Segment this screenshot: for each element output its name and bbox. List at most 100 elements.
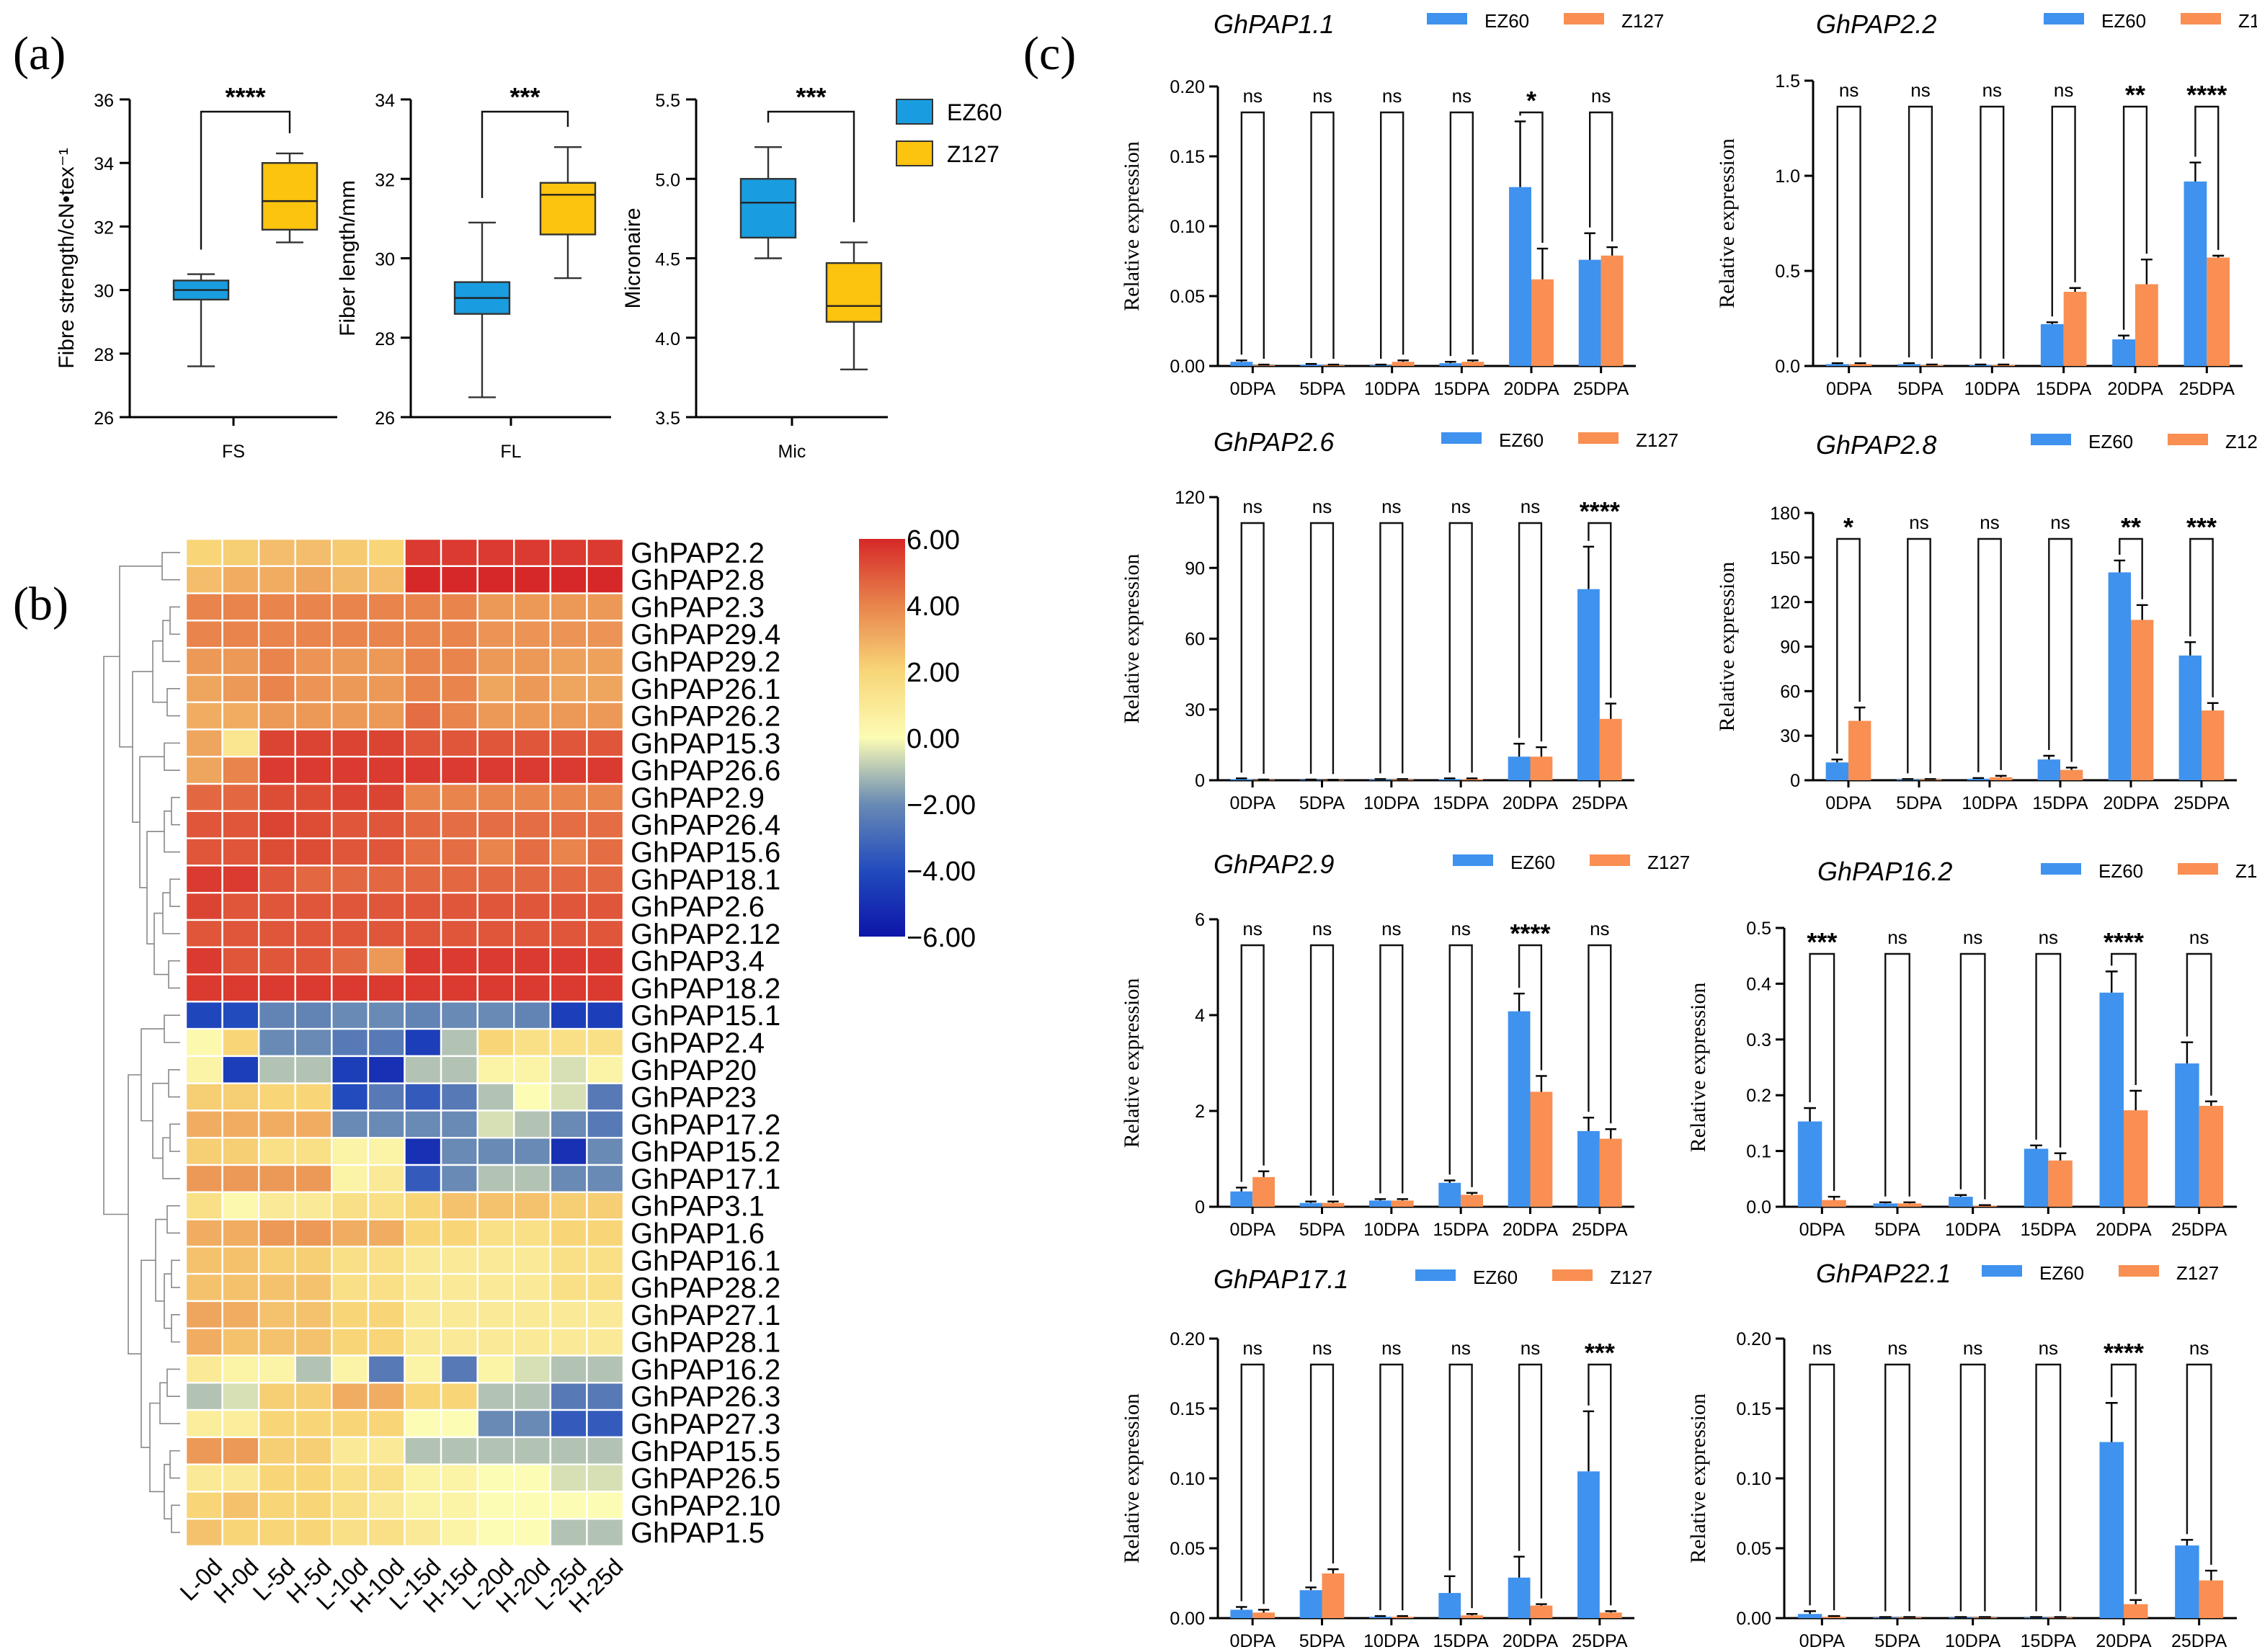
legend-swatch-ez60	[1415, 1269, 1456, 1281]
x-tick-label: 20DPA	[1503, 1220, 1559, 1240]
heatmap-cell	[184, 1109, 223, 1139]
heatmap-row-label: GhPAP2.10	[631, 1490, 780, 1522]
significance-label: ns	[2039, 927, 2058, 948]
bar-ez60	[1578, 259, 1601, 366]
heatmap-cell	[404, 728, 442, 758]
heatmap-cell	[257, 891, 296, 921]
y-tick-label: 6	[1195, 910, 1205, 930]
heatmap-cell	[404, 674, 442, 703]
heatmap-cell	[331, 1436, 370, 1465]
bar-group-10dpa: 10DPA ns	[1363, 496, 1420, 813]
y-axis-label: Fibre strength/cN•tex⁻¹	[55, 148, 79, 368]
heatmap-cell	[257, 782, 296, 813]
heatmap-cell	[513, 565, 552, 594]
heatmap-cell	[367, 946, 406, 975]
significance-label: ***	[509, 82, 540, 112]
heatmap-cell	[440, 1463, 478, 1493]
y-tick-label: 0	[1195, 771, 1205, 791]
bar-group-10dpa: 10DPA ns	[1962, 512, 2018, 813]
heatmap-cell	[331, 973, 370, 1003]
y-tick-label: 60	[1780, 682, 1800, 702]
heatmap-cell	[404, 1218, 442, 1248]
significance-label: ****	[1510, 919, 1550, 948]
heatmap-cell	[549, 865, 588, 894]
heatmap-cell	[184, 946, 223, 975]
heatmap-cell	[257, 1300, 296, 1329]
significance-label: ns	[2039, 1337, 2058, 1359]
heatmap-cell	[294, 1137, 333, 1166]
bar-group-5dpa: 5DPA ns	[1873, 1337, 1922, 1651]
x-tick-label: 15DPA	[2021, 1220, 2077, 1240]
heatmap-cell	[221, 1382, 260, 1411]
heatmap-cell	[549, 1463, 588, 1493]
legend-label-ez60: EZ60	[2039, 1262, 2084, 1284]
colorbar-tick-label: −2.00	[907, 790, 976, 821]
y-tick-label: 0.20	[1170, 1329, 1205, 1349]
significance-label: ns	[1963, 927, 1982, 948]
y-tick-label: 0.10	[1736, 1469, 1771, 1489]
heatmap-cell	[331, 810, 370, 839]
heatmap-cell	[549, 1246, 588, 1275]
legend-swatch-ez60	[2041, 863, 2081, 875]
dendrogram-branch	[169, 878, 180, 907]
chart-title: GhPAP16.2	[1817, 857, 1952, 886]
heatmap-cell	[404, 1027, 442, 1058]
heatmap-cell	[294, 973, 333, 1003]
heatmap-cell	[221, 756, 260, 785]
heatmap-cell	[294, 1300, 333, 1329]
colorbar-tick-label: 0.00	[907, 724, 960, 754]
heatmap-cell	[294, 592, 333, 622]
heatmap-cell	[294, 565, 333, 594]
heatmap-cell	[586, 891, 625, 921]
significance-label: ****	[225, 82, 265, 112]
bar-group-25dpa: 25DPA ****	[1572, 496, 1628, 813]
boxplot-legend: EZ60 Z127	[896, 99, 1002, 167]
y-tick-label: 5.0	[655, 170, 680, 190]
heatmap-cell	[586, 973, 625, 1003]
heatmap-cell	[586, 1109, 625, 1139]
bar-group-15dpa: 15DPA ns	[1433, 496, 1489, 813]
dendrogram-branch	[153, 912, 169, 975]
dendrogram-branch	[149, 1402, 164, 1493]
heatmap-cell	[586, 1408, 625, 1439]
heatmap-cell	[221, 674, 260, 703]
y-tick-label: 90	[1185, 558, 1205, 579]
heatmap-cell	[476, 973, 515, 1003]
bar-group-5dpa: 5DPA ns	[1299, 1337, 1345, 1651]
y-tick-label: 30	[1780, 726, 1800, 746]
heatmap-cell	[586, 865, 625, 894]
heatmap-cell	[331, 565, 370, 594]
heatmap-cell	[221, 782, 260, 813]
bar-z127	[2063, 292, 2087, 366]
significance-bracket	[1588, 522, 1612, 698]
heatmap-cell	[184, 674, 223, 703]
x-tick-label: 20DPA	[2096, 1631, 2152, 1651]
significance-bracket	[2119, 537, 2143, 599]
heatmap-cell	[221, 1109, 260, 1139]
heatmap-cell	[257, 1082, 296, 1112]
heatmap-cell	[476, 1463, 515, 1493]
heatmap-cell	[221, 837, 260, 867]
heatmap-cell	[221, 1327, 260, 1357]
bar-z127	[1252, 1177, 1275, 1207]
heatmap-cell	[549, 537, 588, 567]
x-tick-label: 20DPA	[2103, 793, 2159, 813]
x-tick-label: 5DPA	[1874, 1631, 1920, 1651]
heatmap-cell	[404, 810, 442, 839]
bar-group-25dpa: 25DPA ns	[2171, 1337, 2227, 1651]
bar-z127	[2131, 620, 2154, 780]
heatmap-cell	[221, 1354, 260, 1384]
significance-bracket	[1519, 111, 1544, 244]
heatmap-cell	[184, 1027, 223, 1058]
bar-z127	[1530, 1605, 1553, 1618]
y-tick-label: 0.15	[1170, 1399, 1205, 1419]
bar-z127	[1252, 1612, 1275, 1618]
colorbar: 6.00 4.00 2.00 0.00 −2.00 −4.00 −6.00	[859, 525, 976, 953]
bar-z127	[2060, 769, 2083, 780]
x-tick-label: 15DPA	[1433, 1220, 1489, 1240]
heatmap-cell	[476, 592, 515, 622]
heatmap-cell	[440, 1300, 478, 1329]
heatmap-row-label: GhPAP26.6	[631, 755, 780, 787]
heatmap-cell	[221, 865, 260, 894]
heatmap-cell	[476, 701, 515, 731]
